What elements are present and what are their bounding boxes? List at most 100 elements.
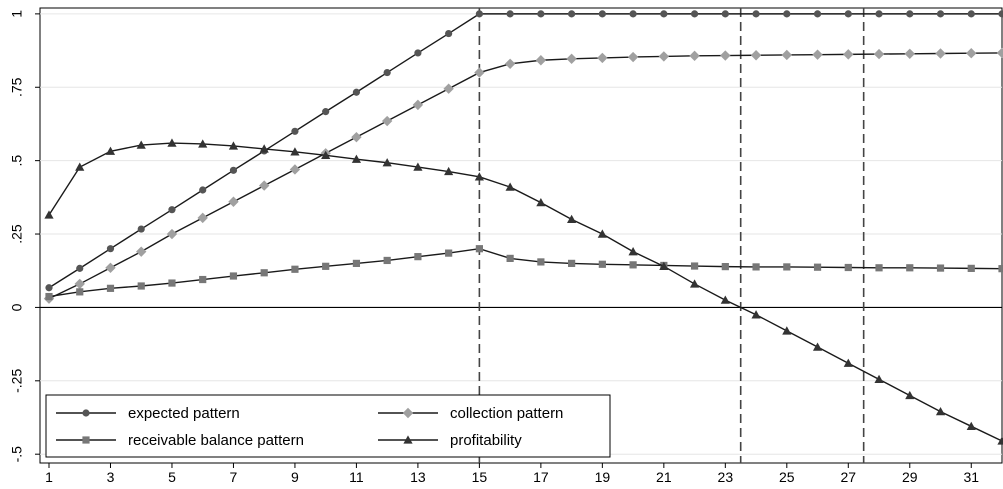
- data-point: [197, 212, 208, 224]
- data-point: [721, 263, 729, 271]
- y-tick-label: .25: [9, 224, 25, 244]
- data-point: [567, 214, 577, 224]
- data-point: [904, 48, 915, 59]
- data-point: [936, 264, 945, 272]
- series-collection-pattern: [43, 47, 1003, 304]
- data-point: [76, 288, 84, 296]
- data-point: [997, 436, 1003, 445]
- legend-item: expected pattern: [56, 405, 240, 422]
- x-tick-label: 15: [472, 469, 488, 485]
- x-tick-label: 5: [168, 469, 176, 485]
- data-point: [289, 164, 301, 175]
- data-point: [76, 264, 84, 272]
- x-tick-label: 9: [291, 469, 299, 485]
- data-point: [752, 263, 760, 271]
- data-point: [629, 10, 637, 18]
- x-tick-label: 13: [410, 469, 426, 485]
- data-point: [812, 49, 823, 60]
- series-expected-pattern: [45, 10, 1003, 292]
- data-point: [351, 154, 362, 163]
- data-point: [105, 262, 116, 273]
- data-point: [906, 10, 914, 18]
- data-point: [751, 310, 761, 319]
- y-tick-label: 1: [9, 10, 25, 18]
- data-point: [445, 249, 453, 257]
- data-point: [782, 326, 792, 335]
- y-tick-label: .5: [9, 155, 25, 167]
- data-point: [505, 182, 515, 191]
- data-point: [998, 10, 1003, 18]
- data-point: [537, 258, 545, 266]
- series-profitability: [44, 138, 1003, 445]
- data-point: [260, 269, 268, 277]
- data-point: [689, 279, 700, 288]
- data-point: [351, 131, 362, 143]
- data-point: [506, 10, 514, 18]
- data-point: [597, 52, 608, 64]
- legend-item: collection pattern: [378, 405, 563, 422]
- y-tick-label: .75: [9, 77, 25, 97]
- data-point: [474, 172, 484, 181]
- y-tick-label: 0: [9, 303, 25, 311]
- plot-frame: [39, 7, 1003, 464]
- data-point: [689, 50, 700, 62]
- data-point: [45, 284, 53, 292]
- legend-marker: [82, 409, 90, 417]
- x-tick-label: 1: [45, 469, 53, 485]
- series-line: [48, 13, 1002, 289]
- data-point: [383, 68, 391, 77]
- x-tick-label: 23: [718, 469, 734, 485]
- data-point: [506, 254, 514, 262]
- data-point: [597, 229, 607, 238]
- legend-marker: [82, 436, 90, 444]
- legend-label: expected pattern: [128, 405, 240, 422]
- x-tick-label: 21: [656, 469, 672, 485]
- data-point: [813, 10, 822, 18]
- data-point: [229, 272, 238, 280]
- data-point: [136, 246, 147, 257]
- data-point: [199, 186, 207, 194]
- data-point: [258, 180, 270, 191]
- x-tick-label: 31: [963, 469, 979, 485]
- data-point: [873, 48, 885, 60]
- legend-marker: [403, 435, 413, 444]
- data-point: [136, 140, 146, 149]
- legend-marker: [402, 407, 414, 419]
- data-point: [45, 292, 53, 301]
- data-point: [44, 210, 54, 219]
- data-point: [444, 166, 454, 176]
- data-point: [412, 99, 424, 111]
- reference-lines: [40, 8, 1002, 463]
- data-point: [168, 206, 176, 214]
- data-point: [537, 10, 545, 18]
- data-point: [291, 265, 299, 273]
- data-point: [935, 407, 946, 416]
- y-tick-label: -.5: [9, 446, 25, 463]
- legend-box: [45, 394, 611, 458]
- data-point: [414, 253, 422, 261]
- data-point: [75, 162, 85, 171]
- x-tick-label: 29: [902, 469, 918, 485]
- legend-label: receivable balance pattern: [128, 432, 304, 449]
- data-point: [843, 358, 853, 367]
- data-point: [536, 198, 546, 207]
- data-point: [321, 150, 331, 160]
- data-point: [443, 83, 454, 94]
- x-tick-label: 19: [595, 469, 611, 485]
- data-point: [568, 10, 576, 18]
- data-point: [628, 247, 638, 256]
- data-point: [137, 282, 145, 290]
- series: [43, 10, 1003, 445]
- data-point: [720, 50, 731, 61]
- data-point: [874, 374, 884, 384]
- data-point: [966, 48, 977, 59]
- data-point: [228, 196, 239, 207]
- data-point: [721, 10, 729, 18]
- data-point: [967, 264, 975, 272]
- data-point: [352, 259, 361, 267]
- data-point: [291, 127, 299, 135]
- data-point: [843, 49, 854, 60]
- legend-label: profitability: [450, 432, 522, 449]
